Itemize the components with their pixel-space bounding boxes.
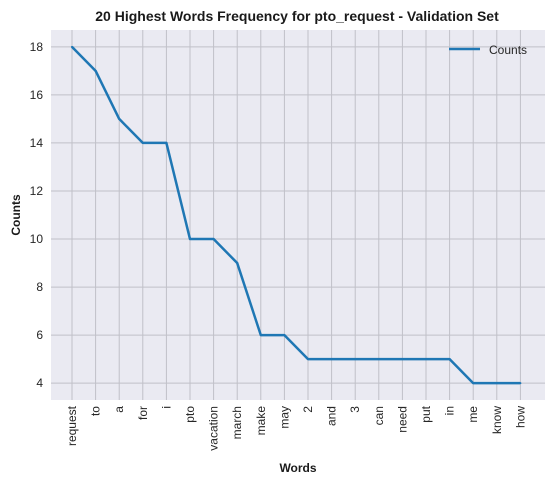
- y-tick-label: 8: [36, 280, 43, 294]
- data-point: [495, 382, 498, 385]
- x-tick-label: me: [466, 406, 480, 423]
- chart-title: 20 Highest Words Frequency for pto_reque…: [95, 8, 499, 24]
- data-point: [354, 358, 357, 361]
- y-axis-title: Counts: [9, 194, 23, 236]
- x-axis-ticks: request to a for i pto vacation march make may 2 an…: [65, 405, 527, 450]
- x-tick-label: vacation: [207, 406, 221, 451]
- data-point: [94, 69, 97, 72]
- data-point: [71, 45, 73, 48]
- x-tick-label: how: [513, 406, 527, 428]
- series-layer: [71, 45, 522, 385]
- x-tick-label: a: [112, 406, 126, 413]
- series-line-counts: [71, 45, 521, 385]
- data-point: [165, 141, 168, 144]
- y-tick-label: 18: [30, 40, 44, 54]
- x-tick-label: pto: [183, 406, 197, 423]
- x-tick-label: 2: [301, 406, 315, 413]
- x-tick-label: need: [395, 406, 409, 433]
- data-point: [118, 117, 121, 120]
- plot-area: [51, 30, 545, 400]
- data-point: [401, 358, 404, 361]
- y-axis-ticks: 4 6 8 10 12 14 16 18: [30, 40, 44, 390]
- x-tick-label: march: [230, 406, 244, 439]
- x-tick-label: and: [325, 406, 339, 426]
- y-tick-label: 14: [30, 136, 44, 150]
- y-tick-label: 12: [30, 184, 44, 198]
- y-tick-label: 10: [30, 232, 44, 246]
- legend: Counts: [449, 43, 527, 57]
- x-tick-label: can: [372, 406, 386, 425]
- legend-label-counts: Counts: [489, 43, 527, 57]
- x-tick-label: know: [490, 406, 504, 434]
- x-tick-label: request: [65, 405, 79, 446]
- data-point: [141, 141, 144, 144]
- x-axis-title: Words: [279, 461, 316, 475]
- data-point: [472, 382, 475, 385]
- x-tick-label: i: [159, 406, 173, 409]
- y-tick-label: 6: [36, 328, 43, 342]
- x-tick-label: to: [89, 406, 103, 416]
- data-point: [330, 358, 333, 361]
- data-point: [425, 358, 427, 361]
- data-point: [519, 382, 522, 385]
- x-tick-label: for: [136, 406, 150, 420]
- y-tick-label: 16: [30, 88, 44, 102]
- data-point: [377, 358, 380, 361]
- data-point: [307, 358, 309, 361]
- data-point: [189, 238, 191, 241]
- x-tick-label: make: [254, 406, 268, 436]
- grid-lines: [51, 30, 545, 400]
- data-point: [212, 238, 215, 241]
- data-point: [236, 262, 239, 265]
- y-tick-label: 4: [36, 376, 43, 390]
- x-tick-label: 3: [348, 406, 362, 413]
- x-tick-label: may: [277, 406, 291, 429]
- data-point: [283, 334, 286, 337]
- x-tick-label: in: [443, 406, 457, 415]
- data-point: [259, 334, 262, 337]
- data-point: [448, 358, 451, 361]
- x-tick-label: put: [419, 405, 433, 422]
